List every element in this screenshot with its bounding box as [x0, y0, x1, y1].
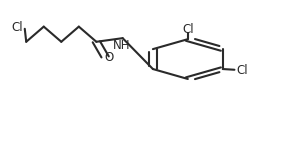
Text: Cl: Cl: [182, 23, 194, 36]
Text: O: O: [104, 51, 114, 64]
Text: Cl: Cl: [12, 21, 23, 34]
Text: Cl: Cl: [236, 64, 248, 77]
Text: NH: NH: [113, 39, 130, 52]
